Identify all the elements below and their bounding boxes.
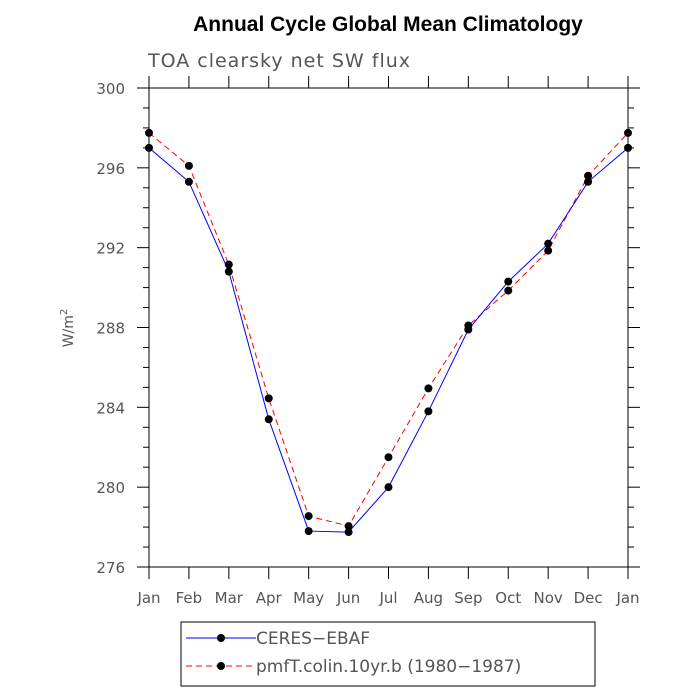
data-point (504, 286, 513, 295)
chart-title: Annual Cycle Global Mean Climatology (193, 13, 583, 36)
x-tick-label: Jan (615, 589, 639, 607)
data-point (504, 277, 513, 286)
data-point (464, 325, 473, 334)
legend-marker (217, 634, 225, 642)
y-tick-label: 284 (96, 399, 125, 417)
data-point (184, 161, 193, 170)
series-group (148, 147, 629, 533)
data-point (584, 177, 593, 186)
x-tick-label: Mar (215, 589, 244, 607)
series-markers (145, 128, 632, 531)
legend-box (180, 621, 596, 687)
data-point (624, 143, 632, 152)
legend-marker (217, 662, 225, 670)
data-point (384, 453, 393, 462)
x-tick-label: Apr (256, 589, 283, 607)
x-tick-label: Sep (454, 589, 482, 607)
x-tick-label: Aug (414, 589, 443, 607)
data-point (584, 171, 593, 180)
y-axis-label-base: W/m (61, 315, 77, 347)
y-tick-label: 292 (96, 240, 125, 258)
x-tick-label: Oct (495, 589, 521, 607)
y-tick-label: 296 (96, 160, 125, 178)
data-point (184, 177, 193, 186)
legend-label: CERES−EBAF (256, 629, 370, 649)
series-layer (145, 128, 632, 537)
series-markers (145, 143, 632, 537)
data-point (264, 415, 273, 424)
data-point (145, 143, 153, 152)
data-point (224, 267, 233, 276)
x-tick-label: Jul (378, 589, 397, 607)
x-tick-label: Jun (336, 589, 360, 607)
x-tick-label: May (293, 589, 324, 607)
y-axis-label: W/m2 (59, 309, 77, 348)
data-point (424, 407, 433, 416)
x-tick-label: Jan (136, 589, 160, 607)
x-tick-label: Dec (574, 589, 603, 607)
y-tick-label: 300 (96, 80, 125, 98)
series-line (148, 132, 629, 527)
data-point (224, 260, 233, 269)
data-point (264, 394, 273, 403)
y-axis-label-superscript: 2 (59, 309, 70, 315)
data-point (344, 528, 353, 537)
data-point (344, 522, 353, 531)
x-tick-label: Nov (534, 589, 563, 607)
data-point (384, 483, 393, 492)
data-point (544, 239, 553, 248)
data-point (624, 128, 632, 137)
x-tick-label: Feb (176, 589, 203, 607)
data-point (145, 128, 153, 137)
y-tick-label: 288 (96, 320, 125, 338)
data-point (304, 527, 313, 536)
y-tick-label: 276 (96, 559, 125, 577)
axes: 276 280 284 288 292 296 300 Jan Feb Mar Apr May Jun J… (96, 76, 640, 607)
y-tick-label: 280 (96, 479, 125, 497)
data-point (424, 384, 433, 393)
series-line (148, 147, 629, 533)
legend-label: pmfT.colin.10yr.b (1980−1987) (256, 657, 521, 677)
chart-subtitle: TOA clearsky net SW flux (147, 50, 411, 72)
plot-frame (148, 87, 629, 568)
data-point (544, 246, 553, 255)
legend: CERES−EBAF pmfT.colin.10yr.b (1980−1987) (180, 621, 596, 687)
data-point (304, 512, 313, 521)
series-group (148, 132, 629, 527)
